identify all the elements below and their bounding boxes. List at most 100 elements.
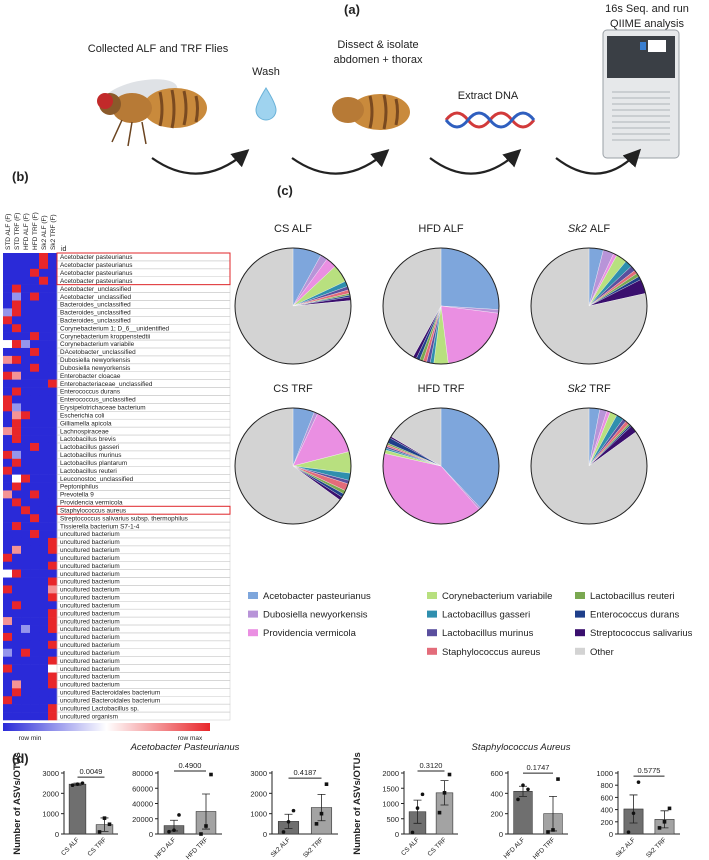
data-point [546, 830, 550, 834]
y-tick-label: 2000 [42, 789, 59, 798]
pie-title-text: HFD TRF [418, 383, 465, 395]
heatmap-cell [30, 553, 40, 562]
heatmap-cell [3, 577, 13, 586]
heatmap-cell [21, 545, 31, 555]
heatmap-cell [21, 593, 31, 602]
heatmap-cell [3, 625, 13, 634]
panel-label: (b) [12, 169, 29, 184]
heatmap-row-label: Leuconostoc_unclassified [60, 476, 134, 483]
heatmap-cell [21, 514, 31, 523]
heatmap-cell [48, 466, 58, 475]
heatmap-cell [30, 648, 40, 657]
heatmap-row-label: Enterococcus durans [60, 389, 120, 396]
heatmap-row-label: Prevotella 9 [60, 492, 94, 499]
heatmap-cell [39, 324, 49, 333]
heatmap-cell [21, 585, 31, 594]
heatmap-row-label: uncultured Bacteroidales bacterium [60, 697, 160, 704]
heatmap-row-label: DAcetobacter_unclassified [60, 349, 136, 356]
heatmap-row-label: Bacteroides_unclassified [60, 317, 131, 324]
data-point [556, 777, 560, 781]
heatmap-cell [30, 355, 40, 365]
heatmap-cell [12, 371, 22, 380]
heatmap-column-label: HFD TRF (F) [32, 212, 39, 250]
heatmap-cell [48, 292, 58, 301]
heatmap-cell [30, 458, 40, 468]
y-tick-label: 3000 [42, 769, 59, 778]
heatmap-cell [39, 553, 49, 562]
heatmap-cell [30, 466, 40, 475]
heatmap-row-label: Corynebacterium 1; D_6__unidentified [60, 325, 170, 332]
data-point [80, 781, 85, 785]
data-point [667, 806, 672, 811]
heatmap-row-label: Enterobacteriaceae_unclassified [60, 381, 153, 388]
x-tick-label: CS TRF [426, 836, 447, 857]
y-tick-label: 200 [490, 810, 503, 819]
heatmap-cell [3, 482, 13, 491]
heatmap-cell [21, 308, 31, 317]
heatmap-cell [3, 640, 13, 650]
heatmap-cell [21, 371, 31, 380]
heatmap-cell [30, 387, 40, 396]
heatmap-cell [30, 442, 40, 452]
heatmap-cell [12, 419, 22, 428]
pie-outline [234, 247, 352, 365]
heatmap-cell [39, 387, 49, 396]
heatmap-cell [48, 680, 58, 689]
heatmap-cell [12, 332, 22, 341]
heatmap-cell [21, 332, 31, 341]
heatmap-column-label: Sk2 TRF (F) [50, 214, 57, 250]
data-point [281, 830, 286, 834]
p-value: 0.5775 [638, 766, 661, 775]
heatmap-row-label: uncultured bacterium [60, 563, 120, 570]
step-label: 16s Seq. and run [605, 3, 689, 15]
heatmap-cell [39, 688, 49, 697]
heatmap-cell [21, 435, 31, 444]
heatmap-cell [21, 466, 31, 475]
legend-swatch [248, 610, 258, 618]
heatmap-cell [48, 300, 58, 309]
heatmap-cell [3, 656, 13, 665]
heatmap-cell [48, 537, 58, 547]
heatmap-cell [30, 260, 40, 270]
heatmap-cell [48, 561, 58, 570]
heatmap-row-label: uncultured bacterium [60, 666, 120, 673]
heatmap-cell [48, 387, 58, 396]
heatmap-cell [12, 664, 22, 673]
data-point [437, 810, 442, 815]
bar [513, 790, 533, 835]
legend-max-label: row max [178, 735, 203, 742]
heatmap-cell [39, 617, 49, 626]
heatmap-cell [12, 395, 22, 404]
heatmap-cell [21, 427, 31, 436]
pie-outline [382, 407, 500, 525]
heatmap-cell [3, 609, 13, 618]
group-title: Acetobacter Pasteurianus [130, 742, 240, 753]
heatmap-cell [21, 712, 31, 721]
heatmap-cell [21, 403, 31, 412]
heatmap-cell [39, 537, 49, 547]
pie-title-text: CS ALF [274, 223, 312, 235]
data-point [70, 783, 75, 787]
heatmap-cell [48, 276, 58, 285]
y-tick-label: 1000 [42, 810, 59, 819]
heatmap-cell [21, 253, 31, 262]
y-tick-label: 400 [490, 789, 503, 798]
legend-swatch [427, 629, 437, 637]
y-tick-label: 0 [263, 830, 267, 839]
sequencer-icon [602, 29, 680, 159]
heatmap-cell [39, 292, 49, 301]
heatmap-cell [3, 498, 13, 507]
heatmap-cell [30, 435, 40, 444]
heatmap-row-label: Lactobacillus plantarum [60, 460, 127, 467]
legend-label: Acetobacter pasteurianus [263, 591, 371, 602]
heatmap-cell [21, 498, 31, 507]
legend-label: Lactobacillus reuteri [590, 591, 675, 602]
data-point [657, 826, 662, 830]
heatmap-cell [12, 260, 22, 270]
heatmap-row-label: uncultured bacterium [60, 650, 120, 657]
heatmap-cell [3, 632, 13, 642]
heatmap-cell [12, 474, 22, 483]
heatmap-row-label: uncultured Lactobacillus sp. [60, 705, 139, 712]
legend-label: Staphylococcus aureus [442, 647, 540, 658]
